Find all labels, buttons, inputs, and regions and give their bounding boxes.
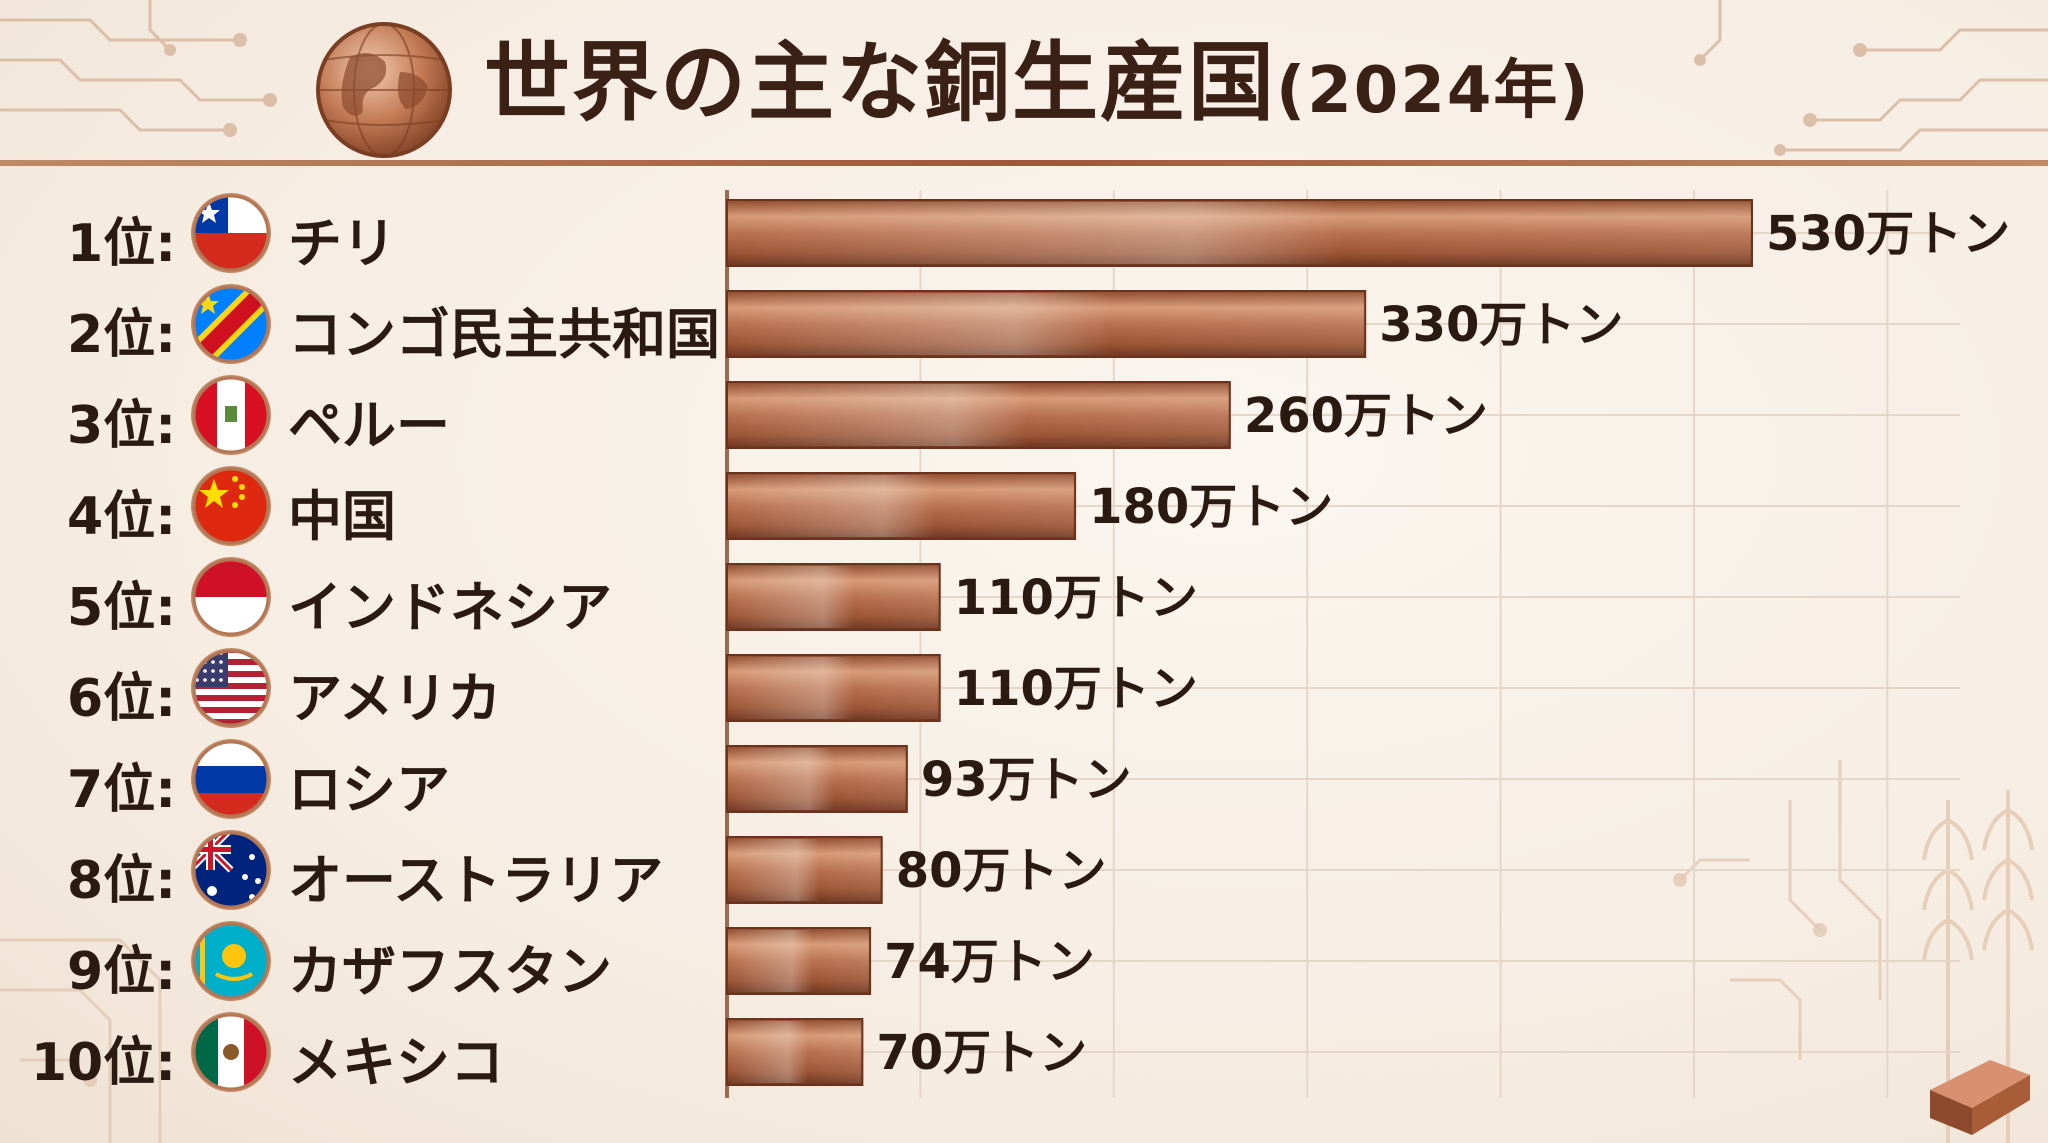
circuit-decoration-right xyxy=(1694,0,2048,156)
value-label: 330万トン xyxy=(1379,297,1623,353)
flag-kazakhstan-icon xyxy=(190,920,272,1002)
country-label: ロシア xyxy=(288,758,450,821)
rank-label: 8位: xyxy=(67,851,176,911)
value-label: 70万トン xyxy=(876,1025,1087,1081)
header-divider xyxy=(0,160,2048,166)
rank-label: 5位: xyxy=(67,578,176,638)
value-label: 180万トン xyxy=(1089,479,1333,535)
country-label: インドネシア xyxy=(288,576,612,639)
bar-sheen xyxy=(729,839,880,901)
bar-sheen xyxy=(729,202,1750,264)
bar-sheen xyxy=(729,475,1074,537)
flag-australia-icon xyxy=(190,829,272,911)
value-label: 530万トン xyxy=(1766,206,2010,262)
bar-sheen xyxy=(729,657,938,719)
rank-label: 10位: xyxy=(30,1033,176,1093)
bar-sheen xyxy=(729,1021,861,1083)
flag-chile-icon xyxy=(190,192,272,274)
value-label: 110万トン xyxy=(954,570,1198,626)
rank-label: 7位: xyxy=(67,760,176,820)
value-label: 80万トン xyxy=(896,843,1107,899)
bar-sheen xyxy=(729,748,905,810)
country-label: ペルー xyxy=(288,394,450,457)
header: 世界の主な銅生産国(2024年) xyxy=(0,0,2048,166)
bars xyxy=(726,199,1753,1086)
flag-indonesia-icon xyxy=(190,556,272,638)
flag-peru-icon xyxy=(190,374,272,456)
country-label: アメリカ xyxy=(288,667,502,730)
value-label: 110万トン xyxy=(954,661,1198,717)
globe-icon xyxy=(316,22,452,158)
value-label: 260万トン xyxy=(1244,388,1488,444)
bar-sheen xyxy=(729,384,1228,446)
country-label: メキシコ xyxy=(288,1031,504,1094)
value-labels: 530万トン 330万トン 260万トン 180万トン 110万トン 110万トン 93万ト… xyxy=(876,206,2010,1081)
country-label: コンゴ民主共和国 xyxy=(288,303,720,366)
country-label: 中国 xyxy=(288,485,396,548)
bar-sheen xyxy=(729,293,1364,355)
chart-title-year: (2024年) xyxy=(1276,54,1591,128)
chart-title: 世界の主な銅生産国(2024年) xyxy=(484,28,1591,138)
rank-label: 4位: xyxy=(67,487,176,547)
rank-label: 3位: xyxy=(67,396,176,456)
country-label: チリ xyxy=(288,212,396,275)
flag-mexico-icon xyxy=(190,1011,272,1093)
bar-sheen xyxy=(729,566,938,628)
value-label: 93万トン xyxy=(921,752,1132,808)
rank-label: 1位: xyxy=(67,214,176,274)
rank-label: 6位: xyxy=(67,669,176,729)
rank-label: 9位: xyxy=(67,942,176,1002)
value-label: 74万トン xyxy=(884,934,1095,990)
flag-china-icon xyxy=(190,465,272,547)
bar-sheen xyxy=(729,930,869,992)
flag-dr-congo-icon xyxy=(190,283,272,365)
country-label: オーストラリア xyxy=(288,849,664,912)
rank-label: 2位: xyxy=(67,305,176,365)
circuit-decoration-left xyxy=(0,0,277,137)
country-label: カザフスタン xyxy=(288,940,612,1003)
chart-title-main: 世界の主な銅生産国 xyxy=(484,33,1276,133)
flag-russia-icon xyxy=(190,738,272,820)
flag-usa-icon xyxy=(190,647,272,729)
